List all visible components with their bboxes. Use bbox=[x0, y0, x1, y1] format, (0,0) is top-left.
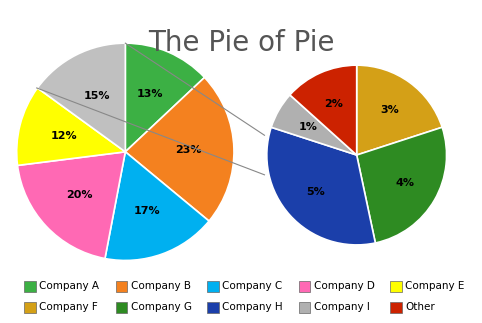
Wedge shape bbox=[357, 127, 446, 243]
Text: Company E: Company E bbox=[405, 281, 465, 291]
Text: Company G: Company G bbox=[131, 302, 192, 312]
FancyBboxPatch shape bbox=[299, 281, 310, 292]
Wedge shape bbox=[125, 43, 204, 152]
Text: 4%: 4% bbox=[395, 178, 415, 188]
Wedge shape bbox=[267, 127, 375, 245]
Wedge shape bbox=[17, 152, 125, 258]
Wedge shape bbox=[125, 78, 234, 221]
Text: 2%: 2% bbox=[324, 99, 344, 109]
Text: The Pie of Pie: The Pie of Pie bbox=[148, 29, 334, 57]
Text: Other: Other bbox=[405, 302, 435, 312]
Text: Company I: Company I bbox=[314, 302, 370, 312]
Text: 15%: 15% bbox=[83, 91, 110, 101]
Text: Company B: Company B bbox=[131, 281, 190, 291]
Text: 3%: 3% bbox=[380, 105, 399, 115]
FancyBboxPatch shape bbox=[116, 302, 127, 313]
Wedge shape bbox=[357, 65, 442, 155]
Text: Company H: Company H bbox=[222, 302, 283, 312]
Wedge shape bbox=[271, 95, 357, 155]
Wedge shape bbox=[105, 152, 209, 260]
FancyBboxPatch shape bbox=[390, 302, 402, 313]
Text: 1%: 1% bbox=[299, 122, 318, 132]
Text: 5%: 5% bbox=[306, 187, 325, 197]
FancyBboxPatch shape bbox=[299, 302, 310, 313]
Text: 23%: 23% bbox=[175, 145, 201, 155]
Wedge shape bbox=[17, 88, 125, 165]
FancyBboxPatch shape bbox=[207, 302, 219, 313]
Text: 13%: 13% bbox=[137, 89, 163, 99]
Text: 17%: 17% bbox=[134, 206, 160, 216]
Text: Company D: Company D bbox=[314, 281, 375, 291]
Text: Company C: Company C bbox=[222, 281, 282, 291]
Wedge shape bbox=[290, 65, 357, 155]
Text: 12%: 12% bbox=[51, 131, 78, 141]
FancyBboxPatch shape bbox=[24, 281, 36, 292]
FancyBboxPatch shape bbox=[116, 281, 127, 292]
Text: Company F: Company F bbox=[39, 302, 98, 312]
Wedge shape bbox=[38, 43, 125, 152]
FancyBboxPatch shape bbox=[390, 281, 402, 292]
Text: Company A: Company A bbox=[39, 281, 99, 291]
FancyBboxPatch shape bbox=[207, 281, 219, 292]
FancyBboxPatch shape bbox=[24, 302, 36, 313]
Text: 20%: 20% bbox=[66, 190, 93, 200]
